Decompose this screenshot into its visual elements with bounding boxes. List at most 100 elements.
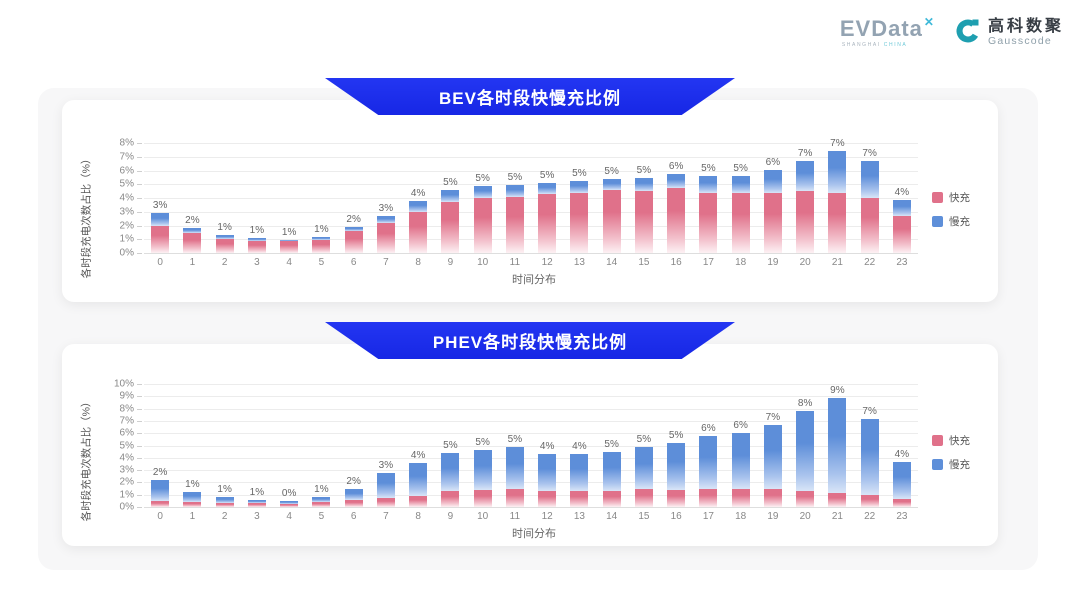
bar-stack: 4% [892,187,911,253]
x-tick-3: 3 [254,257,260,268]
y-tick-label: 5% [119,440,134,451]
bar-hour-19[interactable]: 6% [757,143,789,253]
bar-stack: 2% [344,214,363,253]
slow-charge-segment [312,237,331,240]
slow-charge-segment [505,447,524,490]
bar-hour-7[interactable]: 3% [370,384,402,507]
bar-hour-16[interactable]: 6% [660,143,692,253]
bar-hour-1[interactable]: 1% [176,384,208,507]
bev-plot-area: 0% 1% 2% 3% 4% 5% 6% 7% 8% 3% 2% 1% 1% 1% 1% 2% 3% 4% 5% 5%… [120,138,918,259]
bar-hour-20[interactable]: 8% [789,384,821,507]
bar-hour-19[interactable]: 7% [757,384,789,507]
bar-hour-21[interactable]: 7% [821,138,853,253]
bar-hour-10[interactable]: 5% [467,384,499,507]
bar-hour-3[interactable]: 1% [241,143,273,253]
x-tick-14: 14 [606,511,618,522]
bar-hour-11[interactable]: 5% [499,143,531,253]
bar-hour-13[interactable]: 5% [563,143,595,253]
legend-item-慢充[interactable]: 慢充 [932,214,988,229]
bar-value-label: 6% [701,422,716,434]
slow-charge-segment [731,433,750,490]
y-tick-mark [137,507,142,508]
y-tick-label: 3% [119,464,134,476]
phev-chart: 各时段充电次数占比（%） 0% 1% 2% 3% 4% 5% 6% 7% 8% 9% 10% 2% 1%… [62,344,998,546]
fast-charge-segment [570,491,589,507]
bar-hour-8[interactable]: 4% [402,384,434,507]
y-tick-mark [137,482,142,484]
bar-hour-6[interactable]: 2% [338,143,370,253]
bar-hour-2[interactable]: 1% [209,143,241,253]
slow-charge-segment [376,215,395,223]
bar-hour-9[interactable]: 5% [434,384,466,507]
bar-value-label: 2% [185,214,200,226]
bar-value-label: 6% [733,420,748,432]
gausscode-en-text: Gausscode [987,35,1052,47]
bar-hour-0[interactable]: 2% [144,384,176,507]
slow-charge-segment [280,501,299,504]
x-tick-11: 11 [509,257,521,268]
legend-swatch [932,434,943,446]
bar-hour-17[interactable]: 5% [692,143,724,253]
fast-charge-segment [634,489,653,507]
fast-charge-segment [860,495,879,507]
legend-item-慢充[interactable]: 慢充 [932,457,988,472]
bar-hour-0[interactable]: 3% [144,143,176,253]
x-tick-2: 2 [221,257,228,268]
slow-charge-segment [796,160,815,192]
bar-hour-16[interactable]: 5% [660,384,692,507]
bev-chart-title: BEV各时段快慢充比例 [439,89,621,108]
legend-item-快充[interactable]: 快充 [932,190,988,205]
bar-hour-12[interactable]: 5% [531,143,563,253]
bar-hour-14[interactable]: 5% [596,384,628,507]
bar-hour-2[interactable]: 1% [209,384,241,507]
x-tick-9: 9 [447,257,454,268]
bar-hour-18[interactable]: 6% [725,384,757,507]
x-tick-11: 11 [509,511,521,522]
fast-charge-segment [280,503,299,507]
bar-hour-15[interactable]: 5% [628,143,660,253]
bar-hour-5[interactable]: 1% [305,384,337,507]
legend-label: 快充 [949,434,970,447]
fast-charge-segment [602,190,621,253]
fast-charge-segment [183,502,202,507]
legend-item-快充[interactable]: 快充 [932,433,988,448]
bar-hour-23[interactable]: 4% [886,384,918,507]
bar-hour-23[interactable]: 4% [886,143,918,253]
x-tick-10: 10 [477,511,489,522]
bar-hour-4[interactable]: 0% [273,384,305,507]
bar-hour-9[interactable]: 5% [434,143,466,253]
x-tick-0: 0 [157,257,163,268]
bar-hour-18[interactable]: 5% [725,143,757,253]
bar-hour-10[interactable]: 5% [467,143,499,253]
bar-hour-21[interactable]: 9% [821,384,853,507]
y-tick-mark [137,184,142,186]
bar-hour-11[interactable]: 5% [499,384,531,507]
bar-hour-7[interactable]: 3% [370,143,402,253]
bar-hour-3[interactable]: 1% [241,384,273,507]
bar-hour-22[interactable]: 7% [854,143,886,253]
fast-charge-segment [151,225,170,253]
phev-chart-title: PHEV各时段快慢充比例 [432,333,628,352]
bar-hour-4[interactable]: 1% [273,143,305,253]
bar-hour-20[interactable]: 7% [789,143,821,253]
bar-stack: 1% [312,484,331,507]
bar-hour-12[interactable]: 4% [531,384,563,507]
header-logos: EVData ✕ SHANGHAI CHINA 高科数聚 Gausscode [840,15,1064,49]
x-tick-0: 0 [157,511,163,522]
bar-hour-8[interactable]: 4% [402,143,434,253]
bar-hour-6[interactable]: 2% [338,384,370,507]
bar-hour-22[interactable]: 7% [854,384,886,507]
bar-hour-17[interactable]: 6% [692,384,724,507]
gridline [144,507,918,508]
fast-charge-segment [860,198,879,253]
bar-hour-13[interactable]: 4% [563,384,595,507]
slow-charge-segment [667,443,686,491]
bar-hour-1[interactable]: 2% [176,143,208,253]
bars-container: 2% 1% 1% 1% 0% 1% 2% 3% 4% 5% 5% 5% 4% 4% 5% 5% 5% 6% 6% 7%… [144,384,918,507]
y-tick-label: 1% [119,489,134,501]
bar-hour-14[interactable]: 5% [596,143,628,253]
bar-value-label: 1% [314,483,329,495]
bar-hour-15[interactable]: 5% [628,384,660,507]
gridline [144,420,918,422]
bar-hour-5[interactable]: 1% [305,143,337,253]
